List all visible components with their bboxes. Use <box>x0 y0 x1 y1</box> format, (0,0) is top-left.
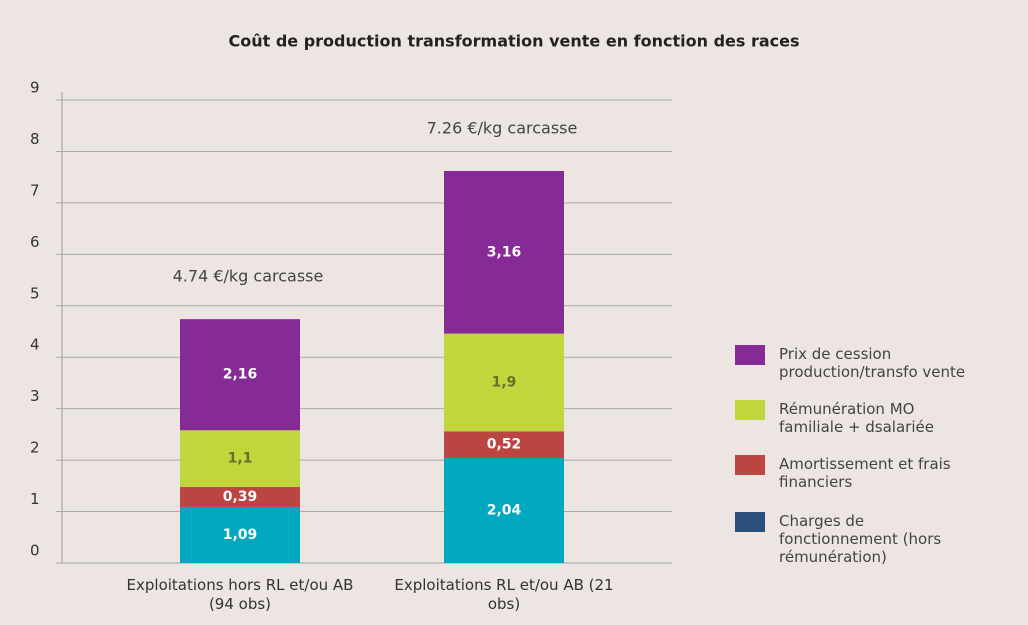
y-tick-label: 9 <box>30 79 40 97</box>
y-tick-label: 4 <box>30 336 40 354</box>
annotation: 4.74 €/kg carcasse <box>173 267 324 286</box>
legend-swatch <box>735 345 765 365</box>
data-label: 2,04 <box>487 503 522 519</box>
annotation: 7.26 €/kg carcasse <box>427 118 578 137</box>
legend-swatch <box>735 400 765 420</box>
bar-segment <box>444 458 564 563</box>
data-label: 1,09 <box>223 527 258 543</box>
y-tick-label: 0 <box>30 542 40 560</box>
y-tick-label: 1 <box>30 490 40 508</box>
bar-segment <box>180 486 300 507</box>
legend-label: Amortissement et frais financiers <box>779 455 951 491</box>
data-label: 2,16 <box>223 367 258 383</box>
legend-item: Charges de fonctionnement (hors rémunéra… <box>735 512 1005 566</box>
bar-segment <box>180 319 300 431</box>
bar-segment <box>444 431 564 459</box>
y-tick-label: 6 <box>30 233 40 251</box>
legend-item: Amortissement et frais financiers <box>735 455 1005 491</box>
legend-label: Prix de cession production/transfo vente <box>779 345 966 381</box>
legend-item: Prix de cession production/transfo vente <box>735 345 1005 381</box>
y-tick-label: 5 <box>30 284 40 302</box>
legend-swatch <box>735 455 765 475</box>
y-tick-label: 7 <box>30 181 40 199</box>
x-tick-label: Exploitations RL et/ou AB (21 obs) <box>394 576 614 613</box>
y-tick-label: 3 <box>30 387 40 405</box>
chart-title: Coût de production transformation vente … <box>228 32 799 51</box>
legend-item: Rémunération MO familiale + dsalariée <box>735 400 1005 436</box>
bar-segment <box>444 333 564 432</box>
legend-swatch <box>735 512 765 532</box>
bar-segment <box>180 506 300 563</box>
data-label: 0,52 <box>487 437 522 453</box>
y-tick-label: 8 <box>30 130 40 148</box>
bar-segment <box>180 430 300 487</box>
data-label: 0,39 <box>223 489 258 505</box>
data-label: 1,1 <box>228 451 253 467</box>
data-label: 3,16 <box>487 244 522 260</box>
bar-segment <box>444 170 564 334</box>
data-label: 1,9 <box>492 374 517 390</box>
y-tick-label: 2 <box>30 439 40 457</box>
legend-label: Rémunération MO familiale + dsalariée <box>779 400 934 436</box>
legend-label: Charges de fonctionnement (hors rémunéra… <box>779 512 942 566</box>
x-tick-label: Exploitations hors RL et/ou AB (94 obs) <box>126 576 354 613</box>
